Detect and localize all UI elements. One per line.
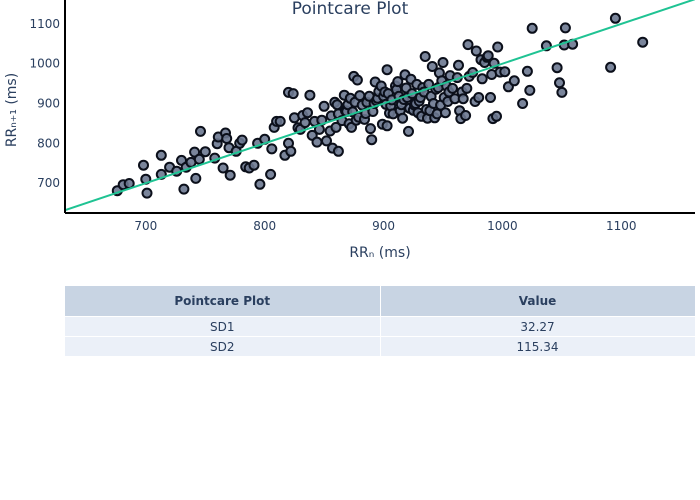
tick-labels: 700 800 900 1000 1100 700 800 900 1000 1100 [29, 17, 636, 233]
scatter-point [461, 82, 473, 94]
scatter-point [492, 41, 504, 53]
scatter-point [426, 61, 438, 72]
scatter-point [554, 77, 565, 89]
scatter-point [190, 172, 202, 184]
scatter-point [453, 59, 464, 71]
identity-line [65, 0, 695, 212]
scatter-point [524, 84, 536, 96]
scatter-point [397, 112, 409, 124]
table-header-row: Pointcare Plot Value [65, 286, 696, 317]
scatter-point [178, 183, 190, 195]
y-tick-label: 800 [37, 136, 60, 150]
scatter-point [236, 134, 248, 146]
scatter-point [462, 39, 474, 51]
scatter-point [221, 133, 233, 144]
y-tick-label: 700 [37, 176, 60, 190]
scatter-point [637, 36, 649, 48]
table-row: SD1 32.27 [65, 316, 696, 337]
chart-title: Pointcare Plot [292, 0, 409, 19]
scatter-point [392, 76, 404, 88]
scatter-point [217, 162, 229, 174]
scatter-point [609, 12, 621, 24]
scatter-point [330, 121, 342, 133]
scatter-point [138, 159, 149, 171]
x-tick-label: 1000 [487, 219, 518, 233]
scatter-point [287, 88, 299, 100]
scatter-point [302, 107, 313, 119]
scatter-point [351, 74, 363, 86]
scatter-point [299, 117, 311, 129]
y-tick-label: 1100 [29, 17, 60, 31]
table-cell-metric: SD2 [65, 336, 381, 357]
scatter-point [499, 66, 511, 78]
scatter-point [526, 22, 538, 34]
scatter-point [274, 115, 286, 127]
scatter-point [447, 82, 458, 94]
table-cell-metric: SD1 [65, 316, 381, 337]
scatter-point [155, 149, 167, 161]
scatter-point [403, 125, 414, 137]
scatter-point [318, 100, 330, 112]
x-tick-label: 800 [253, 219, 276, 233]
scatter-point [473, 92, 485, 103]
poincare-chart: Pointcare Plot 700 800 900 1000 1100 700 800 90… [4, 0, 695, 261]
scatter-point [285, 145, 297, 157]
scatter-point [141, 187, 153, 199]
scatter-point [605, 61, 617, 73]
stats-table: Pointcare Plot Value SD1 32.27 SD2 115.3… [65, 286, 696, 357]
scatter-point [304, 89, 316, 101]
y-axis-title: RRₙ₊₁ (ms) [4, 73, 20, 147]
scatter-point [311, 136, 323, 148]
scatter-point [254, 178, 266, 190]
scatter-point [508, 75, 520, 87]
table-row: SD2 115.34 [65, 336, 696, 357]
scatter-point [491, 110, 502, 122]
scatter-point [321, 135, 332, 147]
plot-area [65, 0, 695, 212]
scatter-point [485, 92, 496, 103]
scatter-point [559, 22, 571, 34]
scatter-point [439, 107, 451, 119]
scatter-point [521, 65, 533, 77]
y-tick-label: 1000 [29, 57, 60, 71]
scatter-point [248, 159, 260, 171]
scatter-point [332, 145, 344, 157]
scatter-point [460, 110, 472, 121]
scatter-point [381, 64, 393, 76]
scatter-point [195, 125, 206, 137]
scatter-point [366, 134, 378, 146]
scatter-point [381, 120, 393, 132]
scatter-point [517, 98, 529, 109]
scatter-point [265, 168, 277, 180]
scatter-point [482, 50, 494, 62]
y-tick-label: 900 [37, 97, 60, 111]
scatter-point [365, 123, 376, 135]
scatter-point [199, 146, 211, 158]
x-tick-label: 900 [372, 219, 395, 233]
x-tick-label: 1100 [606, 219, 637, 233]
x-axis-title: RRₙ (ms) [349, 245, 410, 261]
table-cell-value: 115.34 [380, 336, 696, 357]
table-cell-value: 32.27 [380, 316, 696, 337]
scatter-point [556, 86, 568, 98]
table-header-value: Value [380, 286, 696, 317]
x-tick-label: 700 [134, 219, 157, 233]
chart-svg: Pointcare Plot 700 800 900 1000 1100 700 800 90… [4, 0, 695, 261]
scatter-point [551, 62, 563, 74]
scatter-point [419, 51, 431, 62]
scatter-point [470, 45, 482, 57]
table-header-metric: Pointcare Plot [65, 286, 381, 317]
scatter-point [193, 153, 205, 165]
scatter-point [224, 169, 236, 181]
scatter-point [331, 99, 343, 111]
scatter-point [437, 57, 449, 68]
scatter-point [476, 73, 488, 85]
scatter-point [457, 93, 469, 105]
scatter-point [266, 143, 278, 155]
